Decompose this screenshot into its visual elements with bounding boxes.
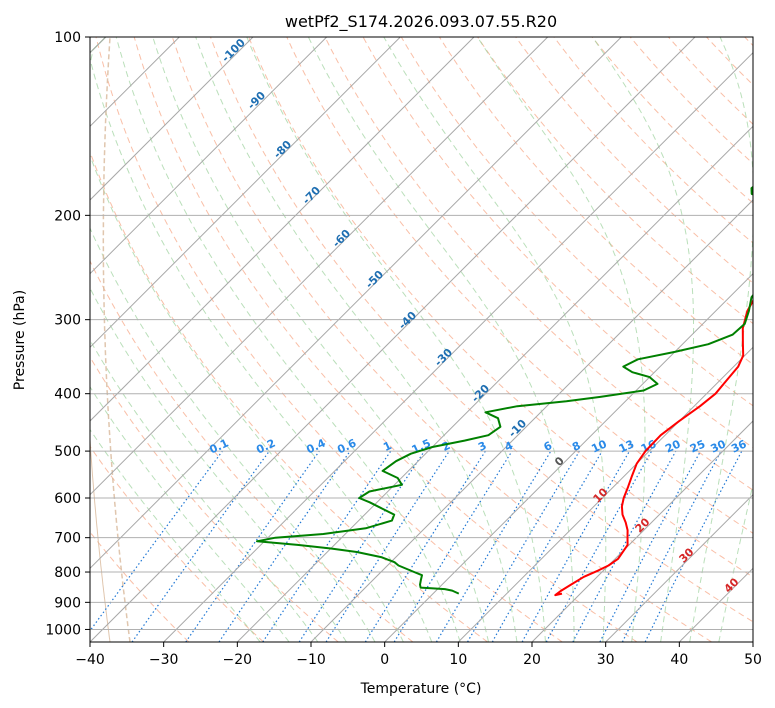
moist-adiabat	[90, 37, 404, 642]
chart-title: wetPf2_S174.2026.093.07.55.R20	[285, 12, 557, 32]
moist-adiabat	[90, 37, 347, 642]
y-tick-label: 700	[54, 531, 81, 547]
mixing-ratio-label: 10	[589, 437, 609, 455]
isotherm	[90, 37, 254, 201]
isotherm	[457, 346, 753, 642]
isotherm	[90, 37, 622, 570]
dry-adiabat	[90, 259, 414, 642]
mixing-ratio-line	[393, 450, 513, 642]
moist-adiabat	[195, 37, 518, 642]
moist-adiabat	[90, 37, 290, 642]
dry-adiabat	[90, 445, 264, 642]
moist-adiabat	[718, 482, 753, 642]
curved-reference-line	[102, 37, 131, 642]
x-tick-label: 30	[597, 652, 615, 668]
moist-adiabat	[90, 37, 319, 642]
dry-adiabat	[286, 37, 753, 534]
mixing-ratio-line	[218, 450, 351, 642]
moist-adiabat	[476, 37, 646, 642]
dry-adiabat	[90, 356, 339, 642]
y-tick-label: 600	[54, 491, 81, 507]
series-group	[256, 185, 753, 597]
y-tick-label: 800	[54, 565, 81, 581]
dry-adiabat	[171, 37, 712, 642]
y-axis-title: Pressure (hPa)	[12, 290, 28, 390]
y-tick-label: 400	[54, 387, 81, 403]
x-tick-label: 20	[523, 652, 541, 668]
isotherm	[90, 37, 549, 496]
axis-ticks: −40 −30 −20 −10 0 10 20 30 40 50 100 200 300 400 500 60…	[45, 30, 762, 668]
moist-adiabat	[246, 37, 546, 642]
mixing-ratio-line	[262, 450, 392, 642]
plot-frame	[89, 36, 754, 643]
mixing-ratio-line	[131, 450, 270, 642]
moist-adiabat	[90, 37, 433, 642]
x-tick-label: 50	[744, 652, 762, 668]
temperature-profile-line	[554, 298, 753, 597]
mixing-ratio-label: 36	[729, 437, 749, 455]
moist-adiabat	[152, 37, 489, 642]
isotherm	[90, 37, 401, 349]
isotherm	[90, 37, 328, 275]
x-tick-label: −20	[223, 652, 253, 668]
mixing-ratio-line	[185, 450, 320, 642]
mixing-ratio-line	[298, 450, 425, 642]
y-tick-label: 900	[54, 595, 81, 611]
y-tick-label: 500	[54, 444, 81, 460]
moist-adiabat	[383, 37, 607, 642]
background-lines	[90, 37, 753, 642]
mixing-ratio-label: 20	[663, 437, 683, 455]
x-tick-label: 40	[670, 652, 688, 668]
x-tick-label: −10	[296, 652, 326, 668]
moist-adiabat	[115, 37, 461, 642]
mixing-ratio-line	[521, 450, 631, 642]
mixing-ratio-label: 25	[688, 437, 707, 455]
dry-adiabat	[133, 37, 638, 642]
y-tick-label: 300	[54, 313, 81, 329]
isotherm	[310, 199, 753, 642]
mixing-ratio-line	[572, 450, 677, 642]
isotherm	[90, 37, 475, 422]
isotherm	[236, 125, 753, 642]
y-tick-label: 100	[54, 30, 81, 46]
x-tick-label: −30	[149, 652, 179, 668]
mixing-ratio-line	[545, 450, 653, 642]
dewpoint-profile-line	[256, 185, 753, 595]
dry-adiabat	[248, 37, 753, 578]
mixing-ratio-line	[644, 450, 743, 642]
y-tick-label: 1000	[45, 622, 81, 638]
isotherm	[384, 272, 753, 642]
x-tick-label: 0	[380, 652, 389, 668]
moist-adiabat	[90, 37, 261, 642]
mixing-ratio-label: 30	[709, 437, 729, 455]
y-tick-label: 200	[54, 208, 81, 224]
moist-adiabat	[592, 37, 695, 642]
dry-adiabat	[324, 37, 753, 491]
dry-adiabat	[210, 37, 753, 623]
mixing-ratio-line	[325, 450, 450, 642]
curved-reference-line	[90, 37, 111, 642]
isotherm	[531, 420, 753, 642]
isotherm	[90, 37, 696, 642]
x-tick-label: −40	[75, 652, 105, 668]
moist-adiabat	[90, 37, 376, 642]
moist-adiabat	[689, 37, 753, 642]
isotherm	[605, 493, 753, 642]
dry-adiabat	[95, 37, 563, 642]
x-axis-title: Temperature (°C)	[360, 681, 482, 697]
mixing-ratio-label: 13	[617, 437, 636, 455]
mixing-ratio-line	[90, 450, 223, 632]
x-tick-label: 10	[449, 652, 467, 668]
dry-adiabat	[515, 37, 753, 284]
